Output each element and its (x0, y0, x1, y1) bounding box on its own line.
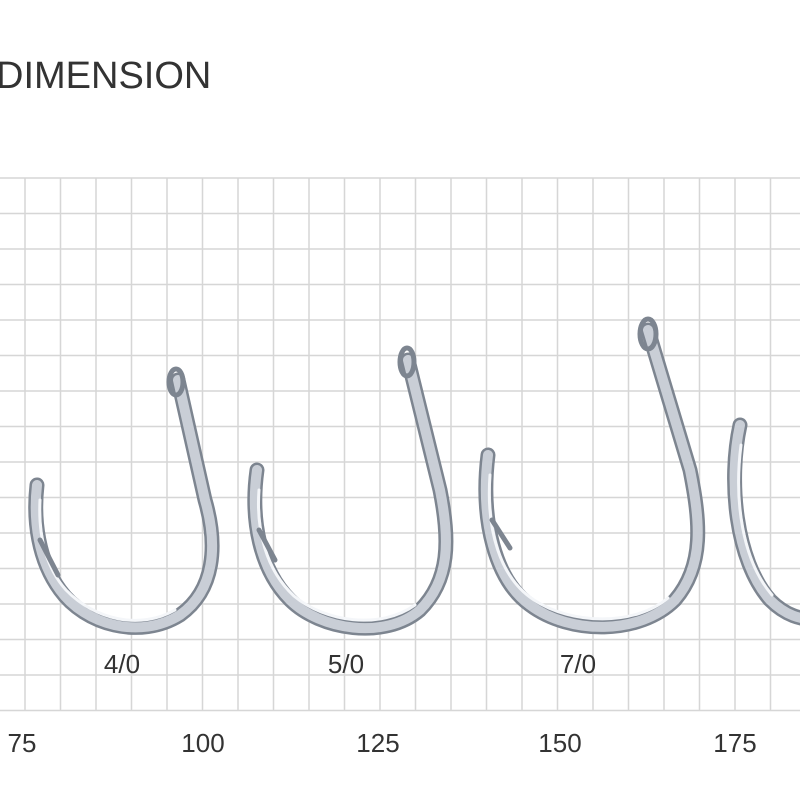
hook-4-0 (28, 366, 220, 635)
scale-label: 150 (538, 728, 581, 758)
hook-label: 7/0 (560, 649, 596, 679)
hook-5-0 (247, 345, 454, 636)
hook-7-0 (478, 316, 706, 635)
hook-label: 5/0 (328, 649, 364, 679)
scale-label: 100 (181, 728, 224, 758)
scale-label: 175 (713, 728, 756, 758)
scale-label: 125 (356, 728, 399, 758)
scale: 75 100 125 150 175 (8, 728, 757, 758)
hook-label: 4/0 (104, 649, 140, 679)
hook-partial (727, 417, 800, 626)
scale-label: 75 (8, 728, 37, 758)
title: DIMENSION (0, 55, 211, 97)
